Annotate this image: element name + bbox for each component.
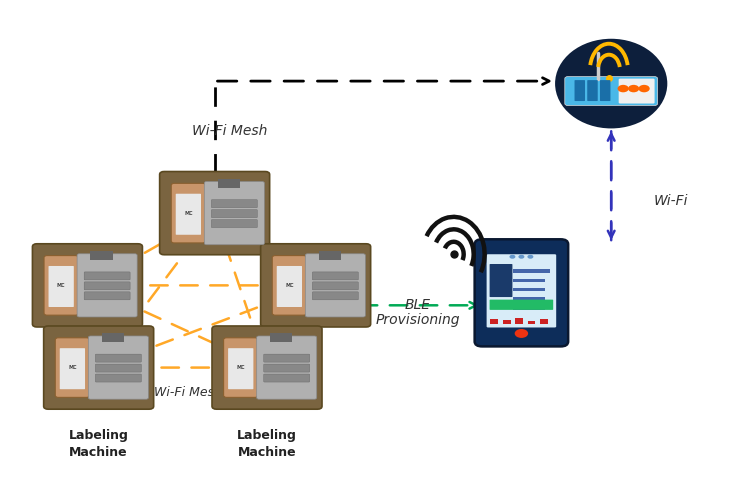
Text: Wi-Fi: Wi-Fi <box>654 194 689 208</box>
Text: MC: MC <box>57 283 65 288</box>
FancyBboxPatch shape <box>212 326 322 409</box>
Bar <box>270 334 292 343</box>
FancyBboxPatch shape <box>160 171 270 255</box>
Circle shape <box>617 85 629 92</box>
FancyBboxPatch shape <box>95 354 141 362</box>
Bar <box>502 320 511 324</box>
FancyBboxPatch shape <box>224 338 258 397</box>
FancyBboxPatch shape <box>575 80 585 101</box>
FancyBboxPatch shape <box>60 348 85 389</box>
FancyBboxPatch shape <box>487 254 556 328</box>
Bar <box>318 252 341 260</box>
Text: Labeling
Machine: Labeling Machine <box>69 429 128 458</box>
Bar <box>514 270 550 273</box>
FancyBboxPatch shape <box>228 348 253 389</box>
FancyBboxPatch shape <box>95 364 141 372</box>
FancyBboxPatch shape <box>211 209 258 217</box>
FancyArrowPatch shape <box>216 216 266 362</box>
FancyBboxPatch shape <box>84 282 130 290</box>
Bar <box>514 297 545 301</box>
Bar <box>514 279 545 282</box>
FancyArrowPatch shape <box>217 215 311 282</box>
FancyBboxPatch shape <box>276 266 302 307</box>
FancyArrowPatch shape <box>88 288 99 362</box>
Text: Wi-Fi Mesh: Wi-Fi Mesh <box>155 386 222 399</box>
FancyBboxPatch shape <box>273 256 306 315</box>
Bar <box>528 321 535 324</box>
FancyBboxPatch shape <box>490 264 512 297</box>
FancyBboxPatch shape <box>204 181 264 245</box>
FancyBboxPatch shape <box>211 219 258 227</box>
FancyArrowPatch shape <box>217 78 549 85</box>
FancyBboxPatch shape <box>264 374 309 382</box>
Circle shape <box>518 255 524 259</box>
FancyBboxPatch shape <box>84 272 130 280</box>
FancyBboxPatch shape <box>312 292 358 300</box>
FancyBboxPatch shape <box>44 256 78 315</box>
FancyBboxPatch shape <box>95 374 141 382</box>
FancyArrowPatch shape <box>270 288 314 363</box>
Circle shape <box>509 255 515 259</box>
FancyArrowPatch shape <box>90 283 310 288</box>
FancyBboxPatch shape <box>587 80 598 101</box>
FancyArrowPatch shape <box>608 134 614 240</box>
Circle shape <box>527 255 533 259</box>
FancyBboxPatch shape <box>257 336 317 399</box>
FancyBboxPatch shape <box>475 239 569 346</box>
Bar <box>218 179 240 188</box>
FancyBboxPatch shape <box>261 244 371 327</box>
Bar <box>90 252 113 260</box>
Text: Wi-Fi Mesh: Wi-Fi Mesh <box>192 124 267 138</box>
Circle shape <box>638 85 650 92</box>
FancyBboxPatch shape <box>84 292 130 300</box>
Bar <box>515 318 523 324</box>
FancyArrowPatch shape <box>608 131 614 237</box>
Bar <box>514 288 545 292</box>
Circle shape <box>628 85 639 92</box>
FancyBboxPatch shape <box>49 266 74 307</box>
FancyBboxPatch shape <box>56 338 89 397</box>
FancyArrowPatch shape <box>92 214 213 283</box>
FancyBboxPatch shape <box>619 79 655 104</box>
FancyBboxPatch shape <box>32 244 143 327</box>
FancyArrowPatch shape <box>102 215 213 363</box>
FancyBboxPatch shape <box>89 336 149 399</box>
FancyArrowPatch shape <box>270 302 476 309</box>
FancyArrowPatch shape <box>101 365 261 370</box>
Text: MC: MC <box>68 365 77 370</box>
FancyBboxPatch shape <box>565 77 658 106</box>
FancyBboxPatch shape <box>306 254 366 317</box>
FancyBboxPatch shape <box>264 354 309 362</box>
FancyBboxPatch shape <box>211 200 258 207</box>
Text: MC: MC <box>285 283 294 288</box>
Bar <box>490 319 498 324</box>
Bar <box>101 334 124 343</box>
Text: MC: MC <box>237 365 245 370</box>
FancyBboxPatch shape <box>171 183 206 243</box>
FancyBboxPatch shape <box>77 254 137 317</box>
Bar <box>540 320 547 324</box>
Text: MC: MC <box>184 210 192 215</box>
Text: Provisioning: Provisioning <box>376 313 460 327</box>
FancyBboxPatch shape <box>490 300 553 310</box>
FancyBboxPatch shape <box>264 364 309 372</box>
FancyArrowPatch shape <box>90 287 262 365</box>
Circle shape <box>514 329 528 338</box>
Text: BLE: BLE <box>404 298 430 312</box>
FancyArrowPatch shape <box>104 287 313 366</box>
FancyBboxPatch shape <box>312 282 358 290</box>
FancyBboxPatch shape <box>44 326 154 409</box>
FancyBboxPatch shape <box>176 194 201 235</box>
Ellipse shape <box>555 39 668 128</box>
Text: Labeling
Machine: Labeling Machine <box>237 429 297 458</box>
Bar <box>514 307 545 310</box>
FancyBboxPatch shape <box>312 272 358 280</box>
FancyBboxPatch shape <box>600 80 611 101</box>
